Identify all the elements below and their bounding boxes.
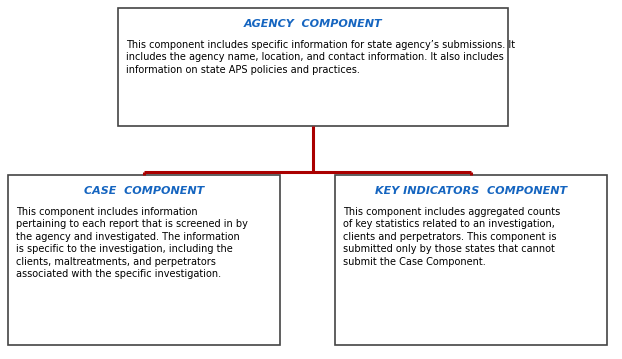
FancyBboxPatch shape [8,175,280,345]
Text: This component includes information
pertaining to each report that is screened i: This component includes information pert… [16,207,248,279]
FancyBboxPatch shape [335,175,607,345]
Text: This component includes specific information for state agency’s submissions. It
: This component includes specific informa… [126,40,515,75]
Text: CASE  COMPONENT: CASE COMPONENT [84,186,204,196]
Text: KEY INDICATORS  COMPONENT: KEY INDICATORS COMPONENT [375,186,567,196]
Text: AGENCY  COMPONENT: AGENCY COMPONENT [244,19,383,29]
Text: This component includes aggregated counts
of key statistics related to an invest: This component includes aggregated count… [343,207,560,267]
FancyBboxPatch shape [118,8,508,126]
